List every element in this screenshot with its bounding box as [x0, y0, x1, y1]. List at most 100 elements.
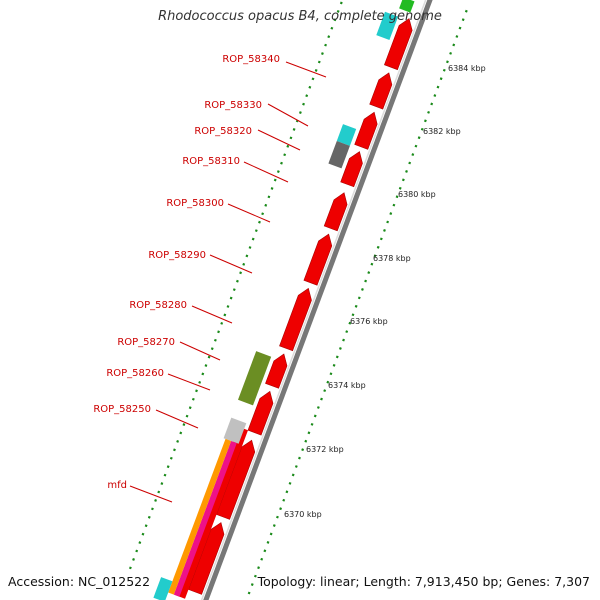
ruler-left-dot	[321, 52, 324, 55]
ruler-left-dot	[324, 43, 327, 47]
ruler-right-dot	[326, 380, 330, 384]
ruler-left-dot	[305, 94, 309, 98]
ruler-right-dot	[436, 85, 440, 89]
leader-line	[129, 485, 173, 503]
ruler-right-dot	[345, 330, 349, 334]
ruler-left-dot	[138, 541, 142, 544]
ruler-right-dot	[411, 153, 415, 156]
ruler-right-dot	[332, 363, 336, 367]
ruler-left-dot	[302, 102, 305, 106]
ruler-right-dot	[269, 532, 273, 536]
ruler-left-dot	[239, 271, 242, 275]
ruler-left-dot	[264, 203, 268, 207]
gene-label-rop-58320[interactable]: ROP_58320	[194, 126, 252, 137]
ruler-right-dot	[304, 439, 308, 443]
ruler-left-dot	[182, 423, 186, 426]
gene-label-rop-58290[interactable]: ROP_58290	[148, 250, 206, 261]
ruler-left-dot	[330, 26, 334, 30]
gray-feature	[328, 141, 350, 169]
scale-label-6370: 6370 kbp	[284, 510, 322, 519]
leader-line	[285, 61, 327, 78]
ruler-right-dot	[392, 203, 396, 207]
accession-label: Accession: NC_012522	[8, 574, 151, 589]
ruler-right-dot	[291, 473, 295, 477]
ruler-left-dot	[280, 161, 283, 165]
ruler-right-dot	[285, 490, 289, 494]
gene-label-rop-58270[interactable]: ROP_58270	[117, 337, 175, 348]
leader-line	[209, 254, 253, 274]
ruler-right-dot	[389, 212, 393, 215]
ruler-left-dot	[188, 406, 192, 410]
ruler-left-dot	[213, 338, 217, 342]
ruler-left-dot	[308, 85, 312, 89]
gene-label-rop-58260[interactable]: ROP_58260	[106, 368, 164, 379]
backbone-line	[203, 0, 433, 600]
ruler-right-dot	[272, 524, 276, 527]
leader-line	[243, 161, 289, 183]
gene-arrow	[216, 439, 256, 520]
ruler-right-dot	[253, 574, 257, 578]
gene-track	[153, 0, 433, 600]
gene-label-rop-58280[interactable]: ROP_58280	[129, 300, 187, 311]
ruler-left-dot	[267, 195, 271, 199]
ruler-right-dot	[338, 347, 342, 350]
ruler-right-dot	[452, 43, 456, 47]
ruler-left-dot	[166, 465, 170, 469]
ruler-right-dot	[433, 94, 437, 97]
ruler-left-dot	[179, 431, 183, 435]
ruler-right-dot	[446, 60, 449, 64]
ruler-right-dot	[266, 540, 270, 544]
ruler-left-dot	[176, 439, 180, 443]
scale-label-6380: 6380 kbp	[398, 190, 436, 199]
ruler-right-dot	[351, 313, 355, 317]
gene-label-rop-58330[interactable]: ROP_58330	[204, 100, 262, 111]
ruler-left-dot	[317, 60, 321, 64]
gene-arrow	[265, 353, 288, 389]
ruler-left-dot	[141, 532, 145, 536]
gene-arrow	[247, 390, 274, 436]
ruler-left-dot	[276, 170, 280, 174]
scale-label-6384: 6384 kbp	[448, 64, 486, 73]
ruler-left-dot	[220, 321, 224, 325]
ruler-left-dot	[210, 347, 214, 351]
ruler-left-dot	[286, 144, 290, 148]
ruler-left-dot	[154, 499, 157, 502]
gene-label-mfd[interactable]: mfd	[107, 480, 127, 491]
leader-line	[179, 341, 221, 361]
gene-arrow	[384, 18, 413, 71]
ruler-right-dot	[329, 372, 333, 376]
scale-ruler-right	[247, 9, 468, 595]
ruler-left-dot	[270, 187, 274, 190]
leader-line	[191, 305, 233, 324]
ruler-right-dot	[335, 355, 339, 359]
ruler-right-dot	[442, 68, 446, 72]
ruler-right-dot	[417, 136, 421, 140]
cyan-feature	[336, 124, 357, 146]
ruler-right-dot	[288, 481, 292, 485]
ruler-right-dot	[386, 220, 390, 224]
gene-label-rop-58250[interactable]: ROP_58250	[93, 404, 151, 415]
ruler-right-dot	[405, 170, 408, 173]
light-gray-feature	[223, 417, 247, 444]
gene-arrow	[279, 287, 312, 352]
ruler-right-dot	[316, 406, 320, 409]
ruler-right-dot	[427, 110, 430, 114]
ruler-right-dot	[320, 397, 323, 401]
ruler-left-dot	[298, 111, 302, 114]
ruler-right-dot	[301, 448, 305, 452]
ruler-right-dot	[449, 51, 453, 55]
ruler-left-dot	[311, 77, 315, 81]
ruler-right-dot	[310, 422, 314, 426]
olive-feature	[238, 351, 272, 406]
gene-label-rop-58310[interactable]: ROP_58310	[182, 156, 240, 167]
ruler-right-dot	[379, 237, 383, 241]
ruler-left-dot	[261, 212, 265, 216]
ruler-left-dot	[254, 229, 258, 233]
gene-label-rop-58300[interactable]: ROP_58300	[166, 198, 224, 209]
gene-label-rop-58340[interactable]: ROP_58340	[222, 54, 280, 65]
ruler-right-dot	[294, 465, 298, 468]
ruler-left-dot	[245, 254, 249, 258]
ruler-right-dot	[414, 144, 418, 148]
ruler-left-dot	[289, 136, 293, 140]
ruler-right-dot	[298, 456, 301, 460]
